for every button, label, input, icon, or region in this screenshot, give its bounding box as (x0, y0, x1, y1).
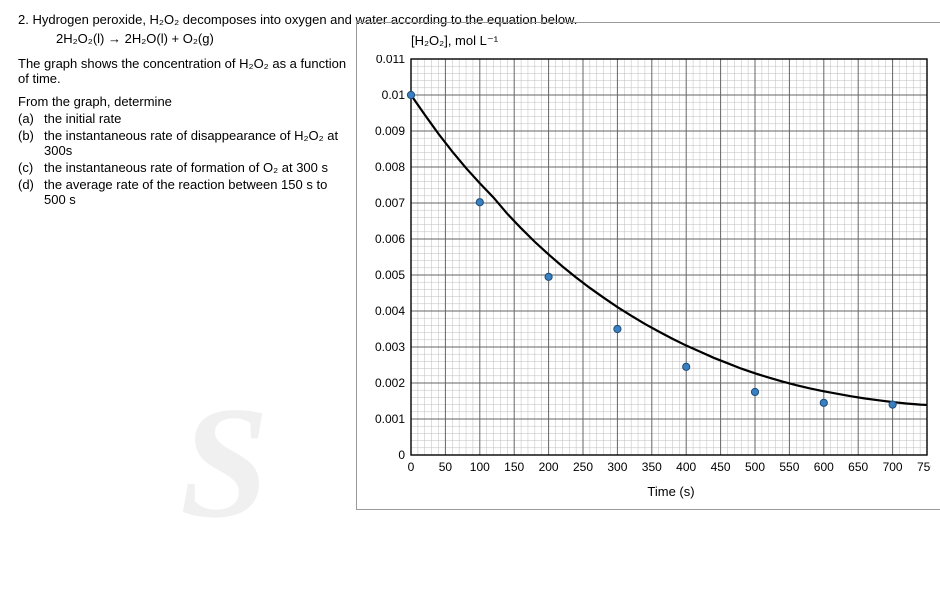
svg-text:450: 450 (711, 460, 731, 474)
svg-text:0.002: 0.002 (375, 376, 405, 390)
part-item: (d)the average rate of the reaction betw… (18, 177, 348, 207)
svg-text:0.004: 0.004 (375, 304, 405, 318)
svg-text:0.008: 0.008 (375, 160, 405, 174)
svg-text:0.003: 0.003 (375, 340, 405, 354)
svg-text:500: 500 (745, 460, 765, 474)
part-item: (b)the instantaneous rate of disappearan… (18, 128, 348, 158)
y-axis-label: [H₂O₂], mol L⁻¹ (411, 33, 931, 49)
svg-text:50: 50 (439, 460, 453, 474)
svg-text:0.001: 0.001 (375, 412, 405, 426)
svg-text:0.01: 0.01 (382, 88, 406, 102)
part-item: (a)the initial rate (18, 111, 348, 126)
part-label: (d) (18, 177, 44, 207)
svg-text:700: 700 (883, 460, 903, 474)
svg-text:350: 350 (642, 460, 662, 474)
part-label: (a) (18, 111, 44, 126)
parts-list: (a)the initial rate(b)the instantaneous … (18, 111, 348, 207)
part-text: the instantaneous rate of disappearance … (44, 128, 348, 158)
svg-text:0.011: 0.011 (376, 55, 405, 66)
svg-text:0: 0 (408, 460, 415, 474)
x-axis-label: Time (s) (411, 484, 931, 499)
svg-text:650: 650 (848, 460, 868, 474)
svg-text:600: 600 (814, 460, 834, 474)
part-text: the initial rate (44, 111, 348, 126)
chart-panel: [H₂O₂], mol L⁻¹ 0 50 100 150 200 250 300 350 400… (356, 22, 940, 510)
concentration-chart: 0 50 100 150 200 250 300 350 400 450 500 550 600 650 7… (365, 55, 931, 477)
svg-text:400: 400 (676, 460, 696, 474)
part-text: the average rate of the reaction between… (44, 177, 348, 207)
part-label: (c) (18, 160, 44, 175)
svg-text:0.006: 0.006 (375, 232, 405, 246)
chart-wrap: 0 50 100 150 200 250 300 350 400 450 500 550 600 650 7… (365, 55, 931, 480)
svg-text:750: 750 (917, 460, 931, 474)
part-item: (c)the instantaneous rate of formation o… (18, 160, 348, 175)
svg-text:0.009: 0.009 (375, 124, 405, 138)
part-label: (b) (18, 128, 44, 158)
svg-text:0: 0 (398, 448, 405, 462)
svg-text:0.007: 0.007 (375, 196, 405, 210)
svg-text:0.005: 0.005 (375, 268, 405, 282)
part-text: the instantaneous rate of formation of O… (44, 160, 348, 175)
svg-text:200: 200 (539, 460, 559, 474)
intro-text: The graph shows the concentration of H₂O… (18, 56, 348, 86)
svg-text:250: 250 (573, 460, 593, 474)
svg-text:550: 550 (779, 460, 799, 474)
svg-text:150: 150 (504, 460, 524, 474)
svg-text:100: 100 (470, 460, 490, 474)
question-number: 2. (18, 12, 29, 27)
prompt-text: From the graph, determine (18, 94, 348, 109)
svg-text:300: 300 (607, 460, 627, 474)
